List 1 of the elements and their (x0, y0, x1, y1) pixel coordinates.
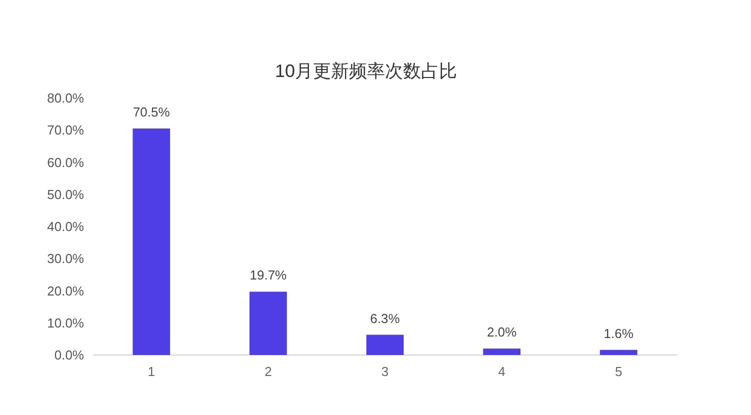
title: 10月更新频率次数占比 (274, 61, 458, 81)
